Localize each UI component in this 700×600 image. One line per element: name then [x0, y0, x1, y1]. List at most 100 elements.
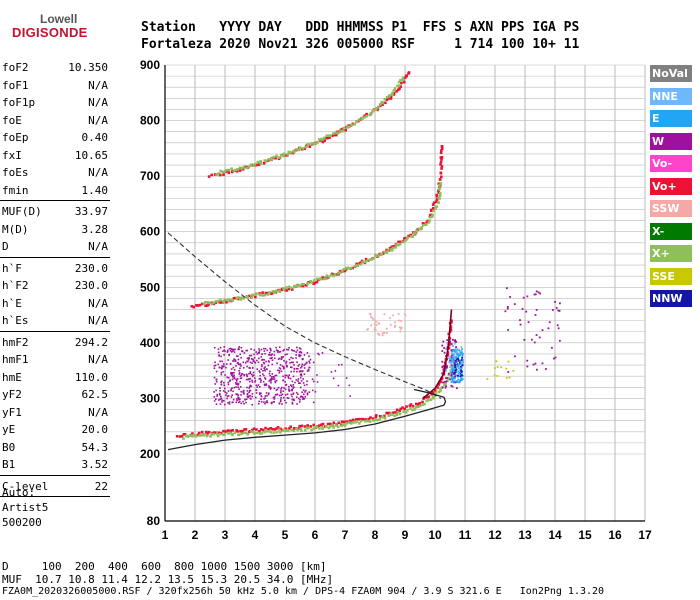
echo-point — [460, 362, 463, 365]
echo-point — [374, 107, 378, 110]
echo-point — [225, 394, 227, 396]
echo-point — [431, 396, 435, 400]
echo-point — [555, 306, 558, 309]
x-tick-label: 15 — [578, 528, 592, 542]
param-value: N/A — [88, 96, 108, 109]
echo-point — [237, 355, 239, 357]
echo-point — [246, 392, 249, 395]
echo-point — [446, 377, 449, 380]
echo-point — [455, 367, 457, 370]
echo-point — [292, 393, 294, 395]
echo-point — [253, 162, 257, 166]
y-tick-label: 200 — [140, 447, 160, 461]
echo-point — [276, 351, 279, 353]
echo-point — [315, 425, 319, 429]
echo-point — [451, 371, 453, 373]
echo-point — [454, 371, 457, 374]
echo-point — [243, 374, 246, 376]
echo-point — [219, 403, 222, 405]
echo-point — [329, 422, 332, 426]
echo-point — [253, 356, 256, 359]
echo-point — [445, 369, 447, 371]
echo-point — [459, 379, 462, 381]
param-key: hmF2 — [2, 335, 29, 349]
echo-point — [365, 112, 368, 116]
echo-point — [249, 386, 251, 388]
echo-point — [230, 372, 232, 375]
echo-point — [421, 222, 425, 225]
echo-point — [351, 421, 355, 424]
echo-point — [458, 380, 461, 383]
echo-point — [240, 432, 244, 436]
echo-point — [220, 355, 222, 358]
echo-point — [286, 397, 289, 399]
echo-point — [507, 360, 510, 363]
echo-point — [460, 366, 463, 369]
echo-point — [445, 366, 448, 369]
echo-point — [264, 377, 266, 379]
echo-point — [229, 362, 232, 365]
echo-point — [237, 433, 241, 437]
echo-point — [455, 374, 457, 377]
echo-point — [308, 360, 310, 363]
echo-point — [446, 342, 449, 345]
echo-point — [216, 172, 220, 175]
echo-point — [288, 346, 290, 349]
echo-point — [289, 151, 293, 154]
echo-point — [321, 425, 324, 429]
echo-point — [273, 350, 276, 353]
echo-point — [233, 358, 235, 360]
echo-point — [355, 120, 359, 123]
echo-point — [242, 390, 245, 392]
echo-point — [283, 360, 285, 362]
param-row-g1-7: fmin 1.40 — [2, 184, 108, 198]
footer-distance-line: D 100 200 400 600 800 1000 1500 3000 [km… — [2, 560, 327, 573]
param-key: B0 — [2, 440, 16, 454]
echo-point — [437, 189, 440, 193]
echo-point — [407, 71, 411, 74]
echo-point — [246, 390, 249, 392]
echo-point — [270, 158, 273, 161]
echo-point — [215, 389, 217, 392]
param-value: N/A — [88, 353, 108, 366]
echo-point — [235, 169, 239, 173]
echo-point — [234, 360, 237, 363]
echo-point — [264, 347, 267, 350]
echo-point — [372, 419, 375, 422]
echo-point — [215, 173, 218, 176]
echo-point — [279, 364, 282, 366]
echo-point — [226, 429, 230, 432]
echo-point — [231, 372, 234, 374]
echo-point — [431, 203, 435, 206]
echo-point — [240, 365, 242, 367]
echo-point — [220, 383, 223, 386]
echo-point — [287, 397, 290, 399]
echo-point — [291, 380, 294, 383]
echo-point — [258, 400, 260, 403]
echo-point — [243, 374, 246, 377]
param-key: MUF(D) — [2, 205, 42, 218]
echo-point — [372, 318, 375, 321]
echo-point — [367, 328, 369, 330]
echo-point — [213, 391, 215, 393]
echo-point — [268, 361, 270, 363]
echo-point — [248, 354, 251, 357]
echo-point — [304, 391, 306, 393]
echo-point — [227, 402, 229, 404]
echo-point — [334, 133, 338, 137]
echo-point — [231, 387, 233, 389]
echo-point — [244, 431, 248, 435]
echo-point — [298, 284, 302, 287]
auto-code: 500200 — [2, 516, 42, 529]
echo-point — [314, 390, 317, 393]
echo-point — [268, 430, 271, 433]
echo-point — [292, 285, 296, 289]
echo-point — [441, 360, 444, 363]
echo-point — [358, 118, 361, 121]
echo-point — [275, 430, 279, 434]
echo-point — [229, 380, 231, 383]
echo-point — [292, 429, 296, 433]
echo-point — [321, 352, 324, 354]
echo-point — [455, 364, 458, 366]
echo-point — [312, 427, 316, 431]
